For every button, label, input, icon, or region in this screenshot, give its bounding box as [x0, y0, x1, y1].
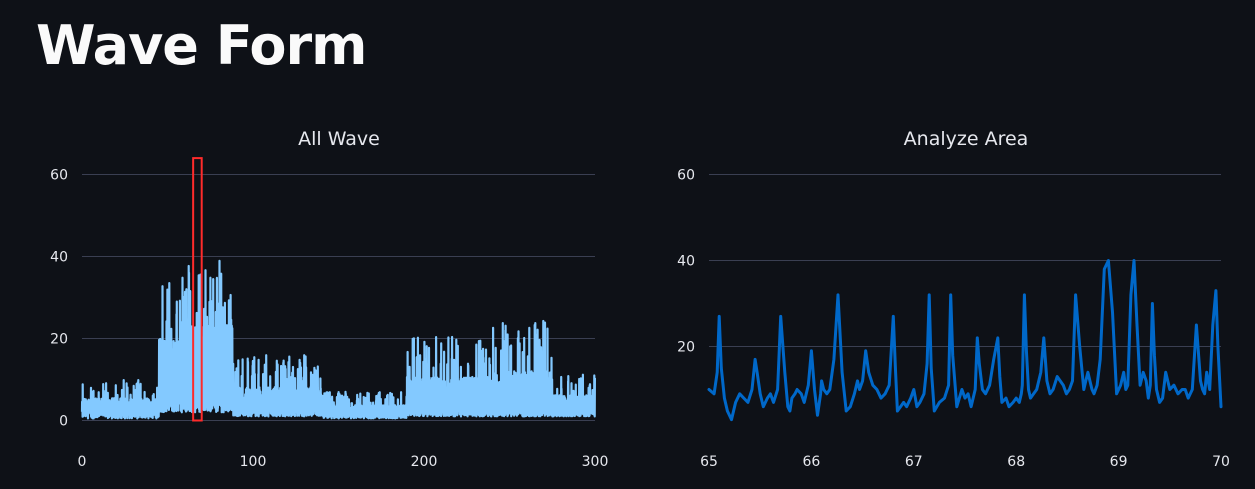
- all-wave-x-tick: 100: [240, 454, 267, 470]
- all-wave-x-tick: 0: [78, 454, 87, 470]
- all-wave-chart-title: All Wave: [298, 128, 380, 150]
- all-wave-x-tick: 200: [411, 454, 438, 470]
- all-wave-y-tick: 0: [59, 414, 68, 430]
- all-wave-x-tick: 300: [582, 454, 609, 470]
- all-wave-y-tick: 20: [50, 332, 68, 348]
- all-wave-series-line: [80, 259, 596, 420]
- all-wave-y-tick: 40: [50, 250, 68, 266]
- selection-box[interactable]: [192, 157, 203, 422]
- all-wave-y-tick: 60: [50, 168, 68, 184]
- page-title: Wave Form: [36, 14, 367, 77]
